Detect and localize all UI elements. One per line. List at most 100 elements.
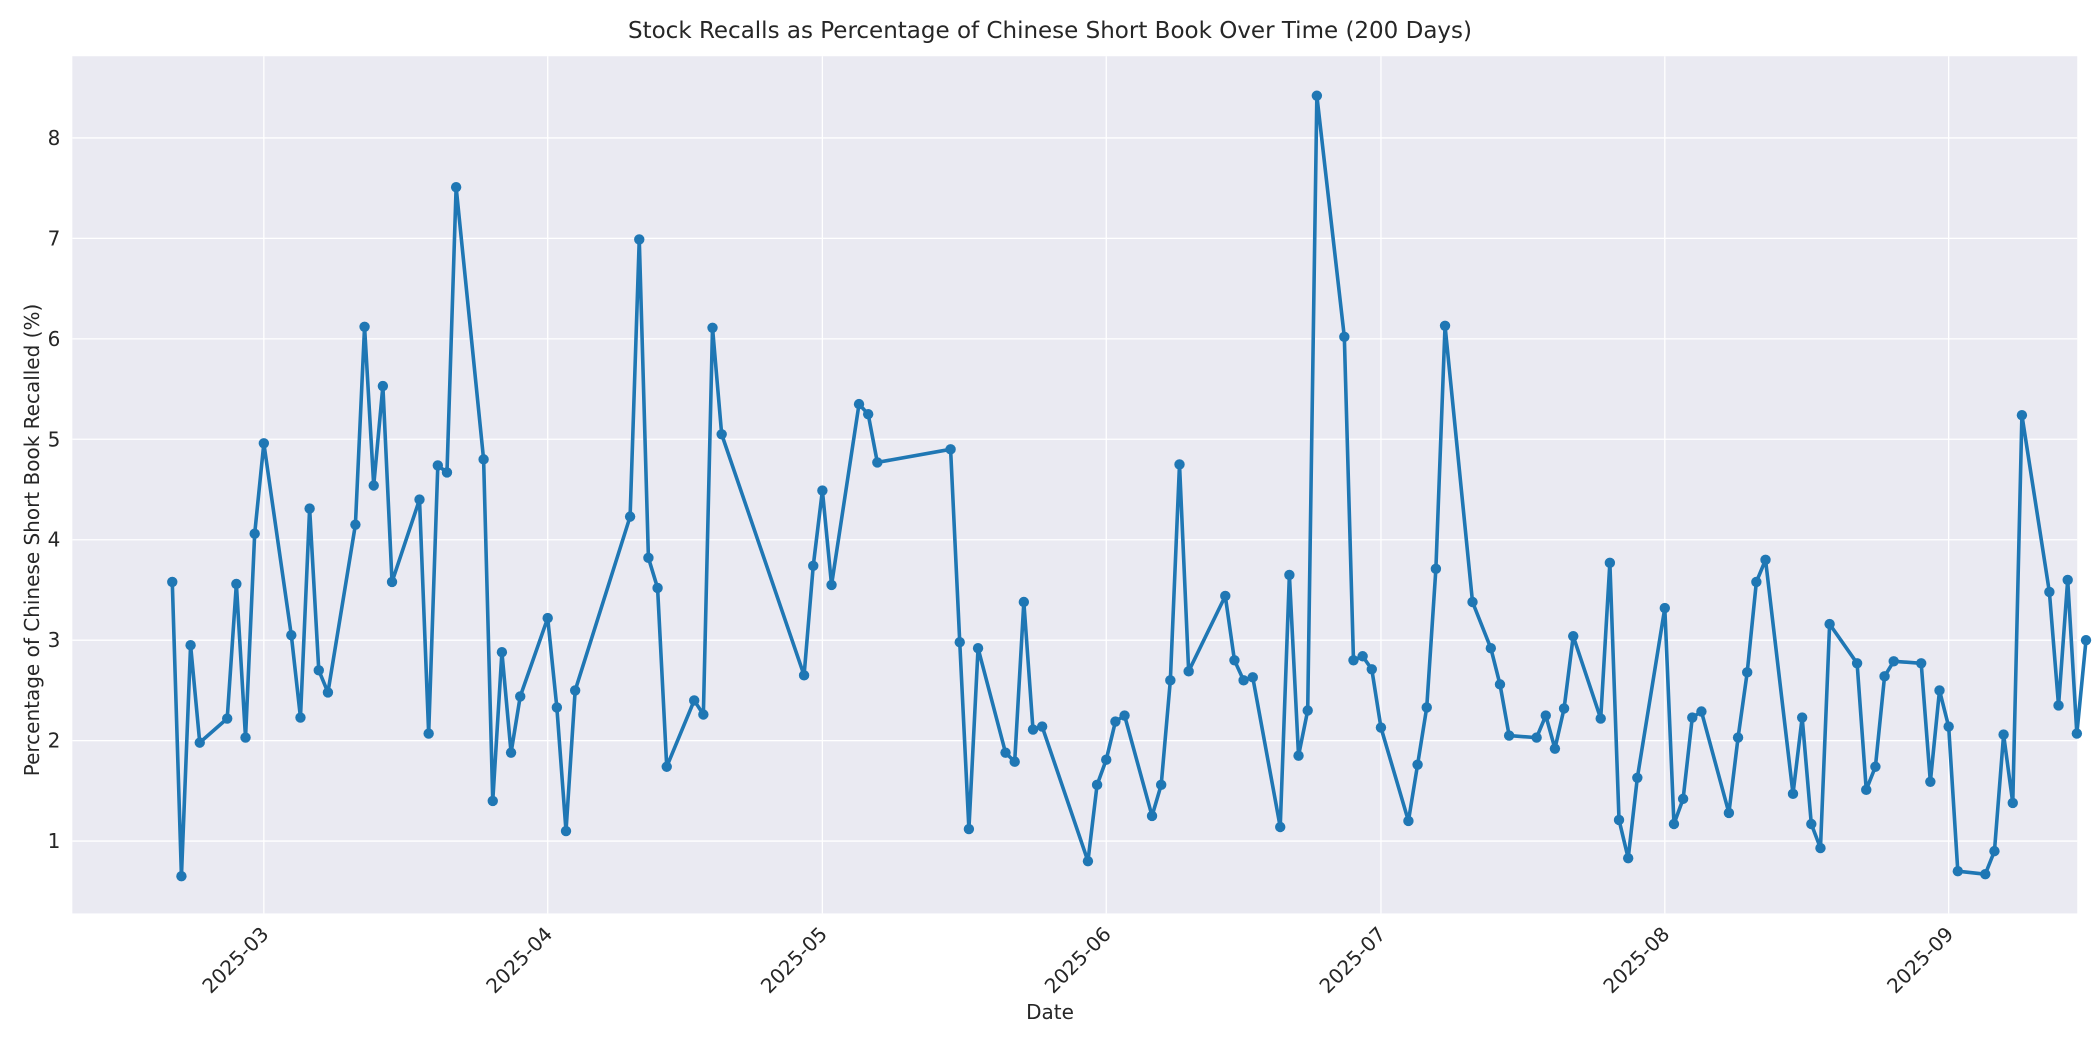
data-point	[1009, 756, 1020, 767]
data-point	[1082, 855, 1094, 867]
data-point	[826, 579, 837, 591]
data-point	[1339, 331, 1350, 343]
data-point	[1036, 721, 1048, 732]
data-point	[569, 685, 581, 696]
x-tick-label: 2025-09	[1882, 922, 1958, 998]
data-point	[2044, 586, 2055, 598]
data-point	[432, 460, 444, 471]
x-tick-label: 2025-07	[1314, 922, 1390, 998]
data-point	[1531, 732, 1542, 743]
data-point	[1174, 459, 1185, 470]
data-point	[1806, 818, 1817, 830]
data-point	[2071, 728, 2083, 739]
data-point	[423, 728, 434, 739]
data-point	[1595, 713, 1606, 724]
data-point	[624, 511, 636, 522]
data-point	[1485, 643, 1497, 654]
data-point	[560, 825, 572, 837]
data-point	[231, 578, 242, 590]
y-tick-label: 7	[48, 226, 61, 250]
data-point	[478, 454, 489, 465]
data-point	[1284, 569, 1295, 581]
data-point	[1613, 814, 1625, 826]
y-tick-label: 3	[48, 628, 61, 652]
data-point	[1751, 576, 1762, 588]
data-point	[496, 647, 508, 658]
data-point	[258, 438, 270, 449]
data-point	[862, 408, 874, 420]
data-point	[515, 691, 526, 702]
y-tick-label: 2	[48, 729, 61, 753]
data-point	[2007, 797, 2018, 809]
data-point	[1293, 750, 1304, 761]
data-point	[1229, 655, 1240, 666]
data-point	[1540, 710, 1551, 721]
data-point	[1412, 759, 1423, 770]
data-point	[359, 321, 370, 332]
data-point	[972, 643, 984, 654]
data-point	[2016, 409, 2028, 421]
data-point	[1723, 807, 1735, 819]
data-point	[487, 795, 498, 807]
data-point	[1091, 779, 1103, 791]
data-point	[1183, 666, 1194, 677]
data-point	[1668, 818, 1680, 830]
data-point	[716, 429, 727, 440]
data-point	[1101, 754, 1112, 765]
x-axis-label: Date	[1026, 1000, 1074, 1024]
data-point	[1952, 866, 1964, 877]
y-tick-label: 8	[48, 126, 61, 150]
data-point	[1742, 667, 1753, 678]
y-tick-label: 6	[48, 327, 61, 351]
data-point	[1696, 706, 1707, 717]
data-point	[643, 552, 654, 564]
data-point	[1439, 320, 1451, 331]
data-point	[1302, 705, 1313, 716]
data-point	[377, 380, 389, 392]
data-point	[817, 485, 828, 496]
data-line	[170, 93, 2088, 879]
data-point	[652, 582, 663, 594]
data-point	[1027, 724, 1039, 735]
data-point	[1980, 869, 1991, 880]
data-point	[1632, 772, 1643, 783]
x-tick-label: 2025-05	[756, 922, 832, 998]
data-point	[1851, 658, 1863, 669]
data-point	[1796, 712, 1808, 723]
data-point	[1430, 563, 1442, 575]
data-point	[286, 629, 297, 641]
data-point	[1403, 815, 1414, 827]
data-point	[945, 444, 956, 455]
data-point	[240, 732, 251, 743]
data-point	[1568, 630, 1579, 642]
data-point	[1934, 685, 1945, 696]
data-point	[1421, 702, 1432, 713]
data-point	[322, 687, 334, 698]
data-point	[1943, 721, 1954, 732]
x-tick-label: 2025-08	[1598, 922, 1674, 998]
data-point	[1357, 651, 1368, 662]
y-tick-label: 4	[48, 528, 61, 552]
data-point	[176, 871, 187, 882]
data-point	[1879, 671, 1890, 682]
data-point	[222, 713, 233, 724]
data-point	[1238, 675, 1249, 686]
data-point	[634, 234, 645, 245]
data-point	[661, 761, 672, 772]
data-point	[304, 503, 315, 514]
data-point	[1998, 729, 2009, 740]
data-point	[1366, 664, 1377, 675]
x-tick-label: 2025-06	[1040, 922, 1116, 998]
data-point	[1888, 656, 1899, 667]
data-point	[1861, 784, 1872, 796]
data-point	[1677, 793, 1689, 805]
x-tick-label: 2025-04	[481, 922, 557, 998]
data-point	[1247, 672, 1258, 683]
data-point	[1760, 554, 1771, 566]
data-point	[1787, 788, 1799, 800]
data-point	[167, 576, 178, 588]
data-point	[1687, 712, 1698, 723]
data-point	[1989, 845, 2000, 857]
data-point	[414, 494, 425, 505]
data-point	[1119, 710, 1130, 721]
